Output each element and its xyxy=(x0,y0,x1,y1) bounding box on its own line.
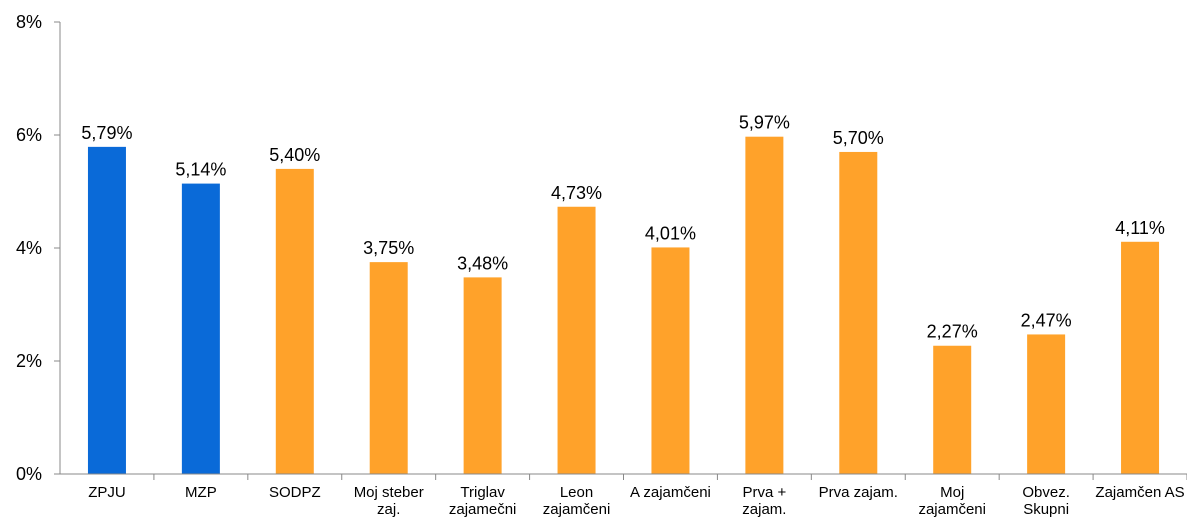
x-tick-label: Moj steber zaj. xyxy=(353,484,424,518)
x-tick-label: Triglav zajamečni xyxy=(448,484,517,518)
data-label: 5,14% xyxy=(175,160,226,180)
bar xyxy=(463,277,502,474)
data-label: 5,70% xyxy=(833,128,884,148)
bar xyxy=(1027,334,1066,474)
data-label: 2,47% xyxy=(1021,310,1072,330)
bar xyxy=(651,247,690,474)
x-tick-label: A zajamčeni xyxy=(630,484,711,501)
bar xyxy=(557,206,596,474)
x-tick-label: Zajamčen AS xyxy=(1095,484,1185,501)
data-label: 5,79% xyxy=(81,123,132,143)
bar xyxy=(87,146,126,475)
x-tick-label: Prva zajam. xyxy=(818,484,898,501)
x-tick-label: ZPJU xyxy=(88,484,126,501)
data-label: 2,27% xyxy=(927,322,978,342)
bar xyxy=(745,136,784,474)
data-label: 5,97% xyxy=(739,113,790,133)
x-tick-label: Prva + zajam. xyxy=(742,484,787,518)
data-label: 5,40% xyxy=(269,145,320,165)
bar xyxy=(1121,241,1160,474)
x-tick-label: MZP xyxy=(185,484,217,501)
y-tick-label: 2% xyxy=(16,351,42,371)
bar xyxy=(369,262,408,474)
data-label: 3,75% xyxy=(363,238,414,258)
bar xyxy=(275,168,314,474)
bar xyxy=(181,183,220,474)
x-tick-label: Obvez. Skupni xyxy=(1022,484,1070,518)
data-label: 3,48% xyxy=(457,253,508,273)
y-tick-label: 6% xyxy=(16,125,42,145)
y-tick-label: 4% xyxy=(16,238,42,258)
x-tick-label: Moj zajamčeni xyxy=(918,484,986,518)
x-tick-label: SODPZ xyxy=(268,484,321,501)
y-tick-label: 0% xyxy=(16,464,42,484)
data-label: 4,01% xyxy=(645,223,696,243)
y-tick-label: 8% xyxy=(16,12,42,32)
bar xyxy=(933,345,972,474)
data-label: 4,11% xyxy=(1115,218,1165,238)
x-tick-label: Leon zajamčeni xyxy=(542,484,611,518)
data-label: 4,73% xyxy=(551,183,602,203)
bar xyxy=(839,151,878,474)
